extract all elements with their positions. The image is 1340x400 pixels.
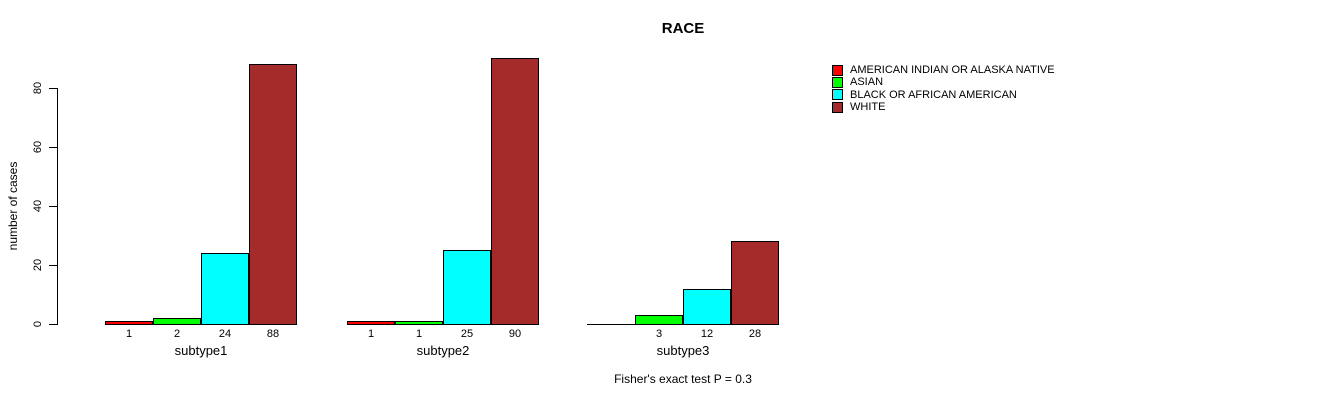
group-label-subtype3: subtype3 (656, 343, 710, 358)
bar-subtype2-white (491, 58, 539, 325)
bar-value-label: 25 (460, 328, 474, 340)
y-tick-label: 80 (32, 81, 44, 95)
y-tick-label: 20 (32, 258, 44, 272)
legend-label: ASIAN (850, 76, 884, 89)
bar-value-label: 3 (655, 328, 663, 340)
legend-label: WHITE (850, 100, 886, 113)
legend-item: AMERICAN INDIAN OR ALASKA NATIVE (832, 64, 1055, 76)
group-baseline (347, 324, 539, 325)
legend: AMERICAN INDIAN OR ALASKA NATIVE ASIAN BLA… (832, 64, 1055, 113)
y-tick-mark (49, 206, 57, 207)
bar-subtype2-black-or-african-american (443, 250, 491, 325)
y-tick-label: 60 (32, 140, 44, 154)
y-axis-line (57, 88, 58, 325)
bar-subtype1-white (249, 64, 297, 325)
group-baseline (105, 324, 297, 325)
chart-title: RACE (661, 20, 705, 37)
bar-value-label: 1 (415, 328, 423, 340)
legend-swatch (832, 101, 843, 113)
legend-item: ASIAN (832, 76, 1055, 88)
y-tick-mark (49, 88, 57, 89)
bar-value-label: 2 (173, 328, 181, 340)
y-tick-mark (49, 324, 57, 325)
legend-swatch (832, 64, 843, 76)
bar-subtype3-black-or-african-american (683, 289, 731, 325)
y-tick-label: 0 (32, 320, 44, 328)
bar-value-label: 12 (700, 328, 714, 340)
legend-item: WHITE (832, 101, 1055, 113)
bar-value-label: 90 (508, 328, 522, 340)
y-tick-mark (49, 147, 57, 148)
group-label-subtype1: subtype1 (174, 343, 228, 358)
legend-label: AMERICAN INDIAN OR ALASKA NATIVE (850, 64, 1055, 76)
group-label-subtype2: subtype2 (416, 343, 470, 358)
legend-label: BLACK OR AFRICAN AMERICAN (850, 88, 1017, 101)
bar-value-label: 88 (266, 328, 280, 340)
legend-swatch (832, 76, 843, 88)
bar-value-label: 1 (367, 328, 375, 340)
legend-item: BLACK OR AFRICAN AMERICAN (832, 89, 1055, 101)
legend-swatch (832, 89, 843, 101)
y-axis-label: number of cases (6, 161, 20, 251)
group-baseline (587, 324, 779, 325)
y-tick-mark (49, 265, 57, 266)
bar-subtype3-white (731, 241, 779, 325)
bar-value-label: 24 (218, 328, 232, 340)
stat-note: Fisher's exact test P = 0.3 (614, 372, 752, 386)
bar-subtype1-black-or-african-american (201, 253, 249, 325)
y-tick-label: 40 (32, 199, 44, 213)
bar-value-label: 28 (748, 328, 762, 340)
bar-value-label: 1 (125, 328, 133, 340)
